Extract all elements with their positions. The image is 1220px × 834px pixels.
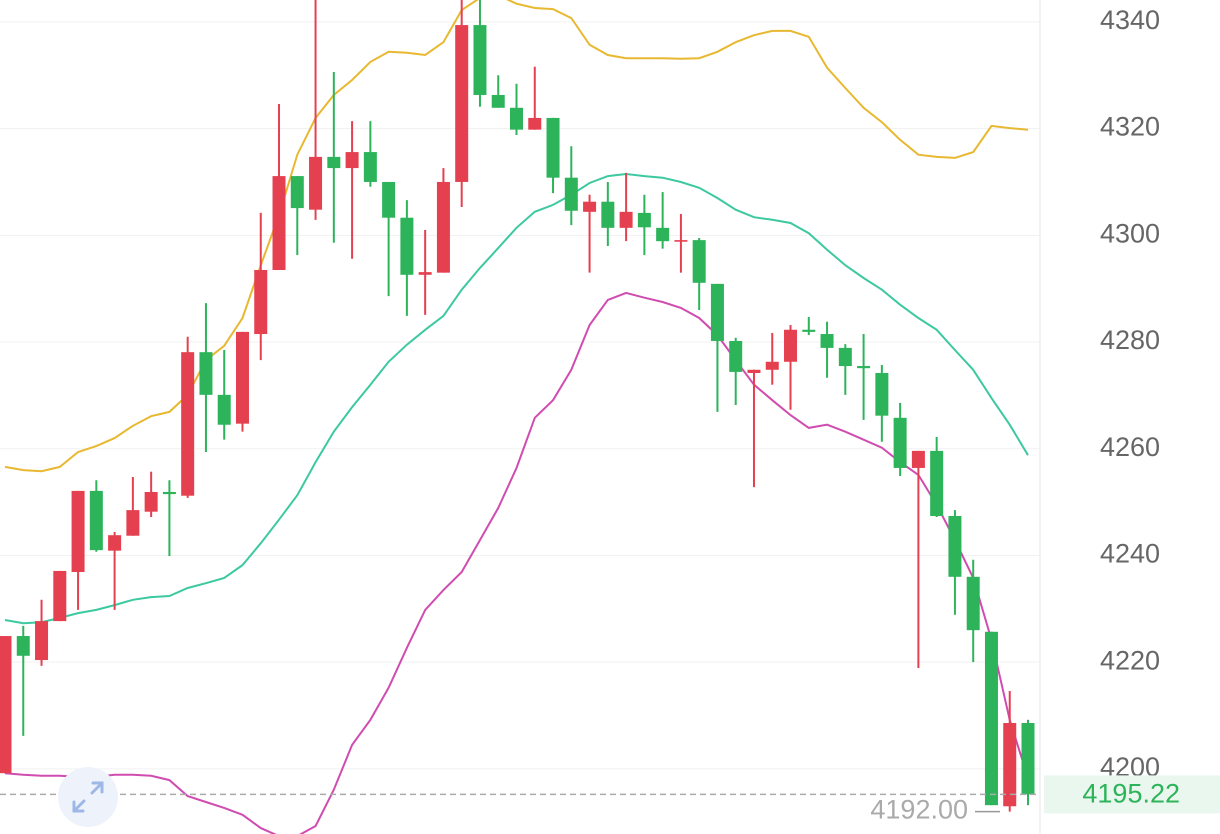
- candle-body: [0, 636, 12, 774]
- y-tick-label: 4320: [1100, 112, 1160, 142]
- expand-button-bg: [58, 767, 118, 827]
- candle-body: [71, 490, 85, 573]
- low-marker-label: 4192.00: [870, 795, 968, 825]
- candle-body: [16, 636, 30, 656]
- candle-body: [802, 329, 816, 332]
- candle-body: [491, 94, 505, 108]
- candle-body: [327, 156, 341, 169]
- candle-body: [857, 366, 871, 369]
- candle-body: [363, 152, 377, 182]
- candle-body: [601, 201, 615, 228]
- candle-body: [838, 347, 852, 367]
- candle-body: [656, 227, 670, 242]
- candle-body: [436, 181, 450, 273]
- candle-body: [674, 240, 688, 242]
- candle-body: [619, 211, 633, 228]
- candle-body: [546, 117, 560, 178]
- y-tick-label: 4280: [1100, 325, 1160, 355]
- candle-body: [1021, 723, 1035, 795]
- band-line: [4, 172, 1029, 625]
- candle-body: [89, 490, 103, 551]
- grid: [0, 21, 1040, 770]
- candle-body: [930, 450, 944, 516]
- y-tick-label: 4220: [1100, 645, 1160, 675]
- candle-body: [254, 269, 268, 335]
- candle-body: [309, 156, 323, 210]
- y-tick-label: 4260: [1100, 432, 1160, 462]
- candle-body: [162, 491, 176, 495]
- candle-body: [290, 176, 304, 209]
- candle-body: [235, 331, 249, 424]
- candle-body: [710, 283, 724, 341]
- overlay: 420042204240426042804300432043404195.224…: [0, 5, 1220, 825]
- candle-body: [473, 25, 487, 95]
- candle-body: [966, 576, 980, 631]
- candle-body: [400, 217, 414, 275]
- last-price-label: 4195.22: [1082, 779, 1180, 809]
- band-line: [4, 0, 1029, 473]
- candle-body: [510, 107, 523, 130]
- candle-body: [729, 340, 743, 372]
- candle-body: [893, 417, 907, 468]
- candle-body: [911, 450, 925, 468]
- candle-body: [637, 212, 651, 228]
- candle-body: [984, 631, 998, 806]
- candle-body: [948, 515, 962, 577]
- y-tick-label: 4240: [1100, 539, 1160, 569]
- candle-body: [747, 369, 761, 373]
- candle-body: [583, 201, 597, 212]
- expand-button[interactable]: [58, 767, 118, 827]
- candle-body: [765, 361, 779, 370]
- candle-body: [875, 372, 889, 416]
- candle-body: [528, 117, 542, 130]
- candle-body: [181, 352, 195, 496]
- candle-body: [108, 535, 122, 551]
- candle-body: [784, 329, 798, 362]
- candle-body: [820, 334, 834, 348]
- band-line: [4, 291, 1029, 834]
- candle-body: [382, 181, 396, 218]
- candle-body: [345, 152, 359, 169]
- candle-body: [217, 394, 231, 425]
- candle-body: [126, 510, 140, 536]
- candle-body: [455, 25, 469, 182]
- candle-body: [564, 177, 578, 211]
- candle-body: [1003, 723, 1017, 807]
- candle-body: [35, 621, 49, 661]
- y-tick-label: 4300: [1100, 218, 1160, 248]
- candle-body: [272, 176, 286, 270]
- expand-icon: [72, 781, 104, 813]
- candle-body: [53, 570, 67, 622]
- y-tick-label: 4340: [1100, 5, 1160, 35]
- candle-body: [418, 272, 432, 275]
- plot-area: [0, 0, 1035, 834]
- candle-body: [199, 352, 213, 395]
- last-price-tag: [1044, 775, 1220, 814]
- candle-body: [144, 491, 158, 512]
- candle-body: [692, 240, 706, 283]
